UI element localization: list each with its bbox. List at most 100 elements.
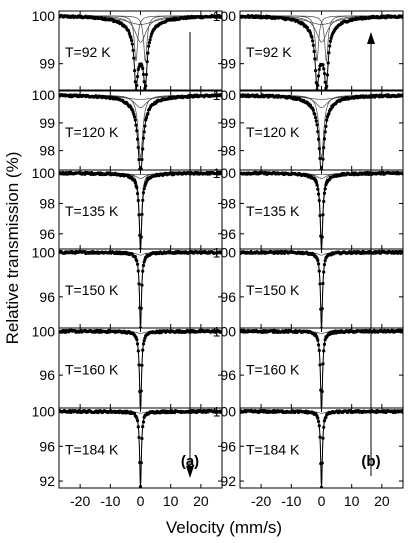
data-point: [316, 343, 321, 347]
panel-b-4: 100 96 T=150 K: [213, 244, 404, 329]
data-point: [136, 349, 140, 353]
panel-content: [59, 249, 222, 328]
data-point: [136, 67, 140, 72]
data-point: [401, 172, 403, 176]
panel-b-3: 100 98 96 T=135 K: [213, 165, 404, 250]
data-point: [318, 156, 322, 161]
data-point: [317, 198, 321, 203]
data-point: [326, 61, 330, 65]
data-point: [322, 419, 327, 423]
component-line: [240, 15, 403, 43]
data-point: [130, 38, 134, 43]
data-point: [135, 83, 139, 88]
data-point: [132, 69, 137, 73]
panel-a-1: 100 99 T=92 K: [32, 8, 223, 91]
data-point: [140, 212, 144, 216]
data-point: [318, 363, 322, 367]
temperature-label: T=135 K: [246, 203, 300, 219]
temperature-label: T=92 K: [246, 44, 292, 60]
data-point: [147, 40, 151, 45]
panel-b-2: 100 99 98 T=120 K: [213, 87, 404, 171]
panel-content: [59, 408, 222, 488]
data-point: [148, 38, 152, 42]
data-point: [317, 424, 321, 428]
data-point: [132, 115, 137, 119]
y-tick-label: 100: [32, 87, 56, 103]
data-point: [135, 419, 140, 423]
data-point: [322, 137, 327, 141]
data-point: [132, 56, 136, 60]
data-point: [136, 269, 140, 273]
data-point: [141, 263, 146, 268]
data-point: [316, 258, 320, 263]
data-point: [136, 425, 140, 429]
data-point: [320, 307, 324, 311]
data-point: [316, 74, 321, 78]
data-point: [139, 461, 143, 465]
panel-content: [240, 328, 403, 408]
data-point: [313, 116, 318, 120]
y-tick-label: 99: [220, 115, 236, 131]
data-point: [144, 72, 149, 77]
data-point: [315, 88, 319, 90]
data-point: [320, 461, 324, 465]
data-point: [130, 42, 134, 46]
x-tick-label: 10: [344, 493, 360, 509]
y-tick-label: 100: [213, 244, 237, 260]
data-point: [314, 119, 318, 123]
data-point: [141, 198, 145, 202]
data-point: [149, 35, 153, 39]
data-point: [322, 342, 327, 346]
data-point: [313, 112, 317, 116]
data-point: [141, 342, 146, 346]
data-point: [401, 14, 403, 18]
data-point: [323, 187, 327, 191]
y-tick-label: 96: [220, 367, 236, 383]
data-point: [322, 71, 327, 76]
panel-content: [240, 14, 403, 90]
x-tick-label: -10: [281, 493, 301, 509]
data-point: [136, 145, 140, 150]
data-point: [323, 130, 327, 134]
y-tick-label: 100: [32, 403, 56, 419]
x-tick-label: -10: [100, 493, 120, 509]
panel-b-1: 100 99 T=92 K: [213, 8, 404, 91]
y-tick-label: 96: [220, 289, 236, 305]
data-point: [143, 124, 147, 128]
panel-content: [240, 249, 403, 328]
data-point: [127, 31, 131, 36]
data-point: [132, 112, 136, 116]
y-tick-label: 100: [213, 323, 237, 339]
data-point: [322, 199, 326, 204]
data-point: [141, 72, 146, 77]
y-tick-label: 100: [32, 8, 56, 24]
data-point: [133, 181, 137, 185]
x-tick-label: 0: [137, 493, 145, 509]
data-point: [140, 363, 144, 367]
data-point: [401, 94, 403, 98]
data-point: [316, 262, 321, 266]
temperature-label: T=150 K: [246, 282, 300, 298]
data-point: [323, 338, 327, 342]
data-point: [321, 157, 325, 161]
data-point: [139, 389, 143, 393]
data-point: [146, 111, 150, 116]
data-point: [318, 282, 322, 286]
data-point: [135, 129, 139, 133]
data-point: [139, 306, 143, 310]
data-point: [311, 39, 315, 43]
data-point: [328, 44, 332, 48]
y-tick-label: 96: [39, 226, 55, 242]
y-tick-label: 99: [39, 115, 55, 131]
data-point: [220, 410, 222, 414]
data-point: [137, 435, 141, 440]
data-point: [144, 84, 148, 88]
data-point: [321, 213, 325, 217]
data-point: [312, 49, 316, 54]
y-axis-label: Relative transmission (%): [3, 152, 22, 345]
data-point: [327, 111, 331, 116]
y-tick-label: 100: [32, 165, 56, 181]
data-point: [134, 123, 138, 127]
y-tick-label: 99: [220, 56, 236, 72]
